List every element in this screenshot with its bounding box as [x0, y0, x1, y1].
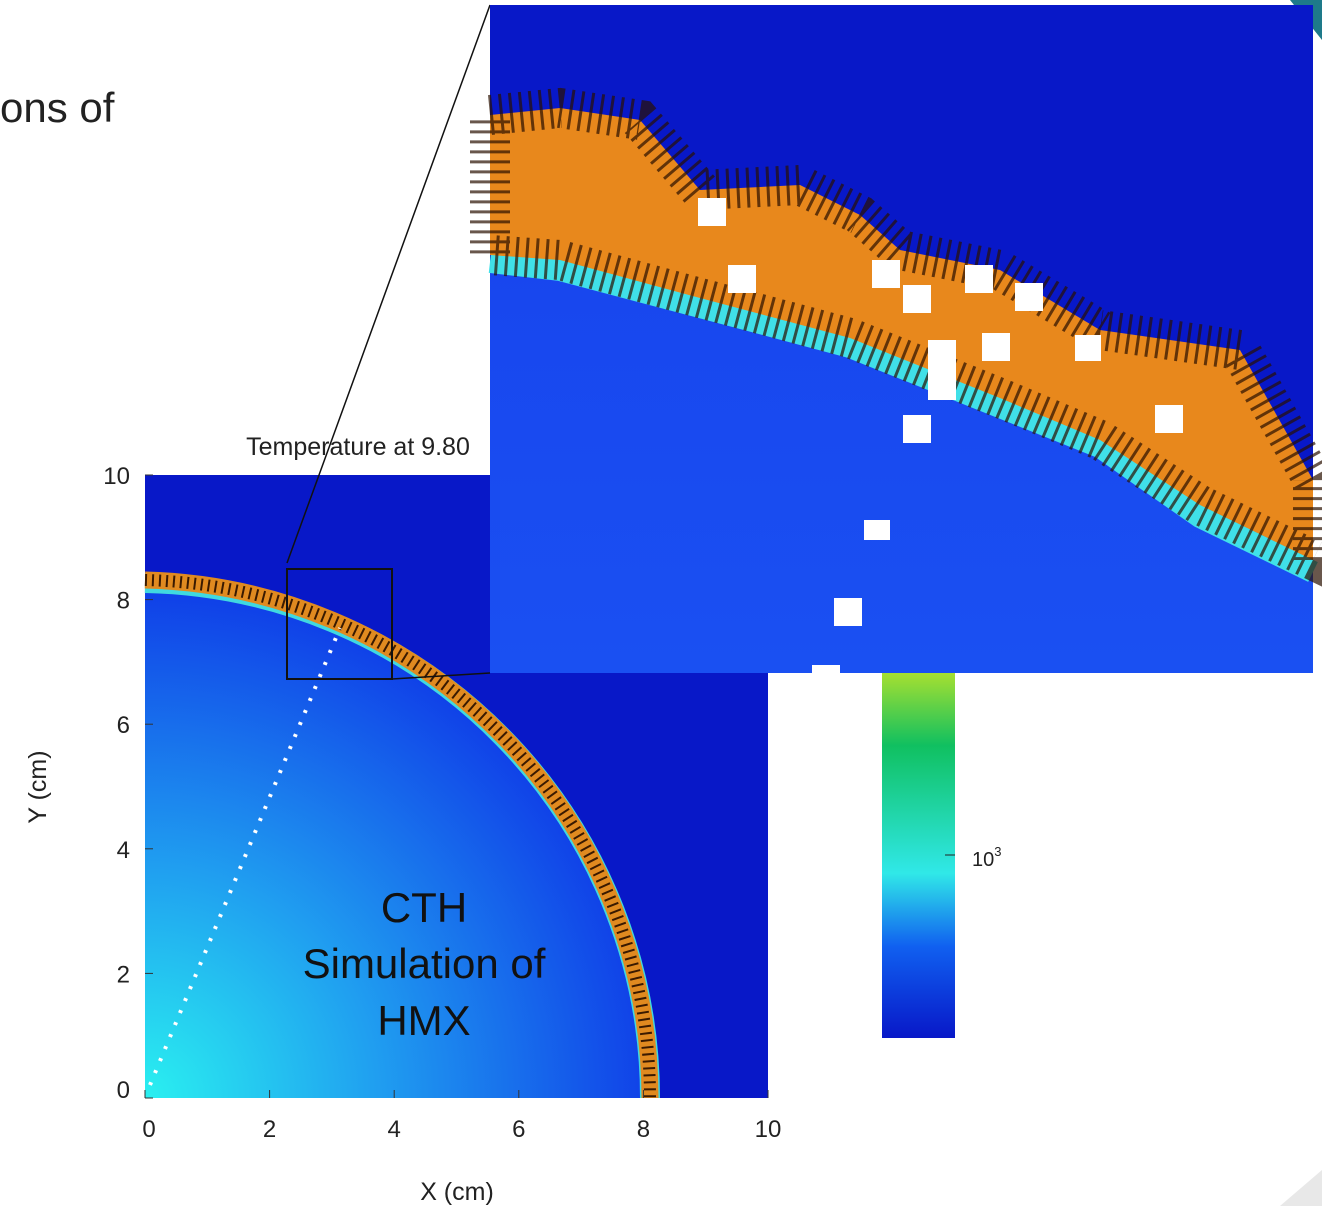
- x-axis-label: X (cm): [420, 1178, 494, 1206]
- page: ons of Temperature at 9.80 0 2 4 6 8 10 0 2 4 6 8 1…: [0, 0, 1322, 1206]
- plot-title: Temperature at 9.80: [246, 433, 470, 461]
- label-exponent: 3: [994, 844, 1001, 859]
- y-tick-label: 6: [117, 712, 130, 739]
- x-tick-label: 4: [388, 1116, 401, 1143]
- slide: ons of Temperature at 9.80 0 2 4 6 8 10 0 2 4 6 8 1…: [0, 0, 1322, 1206]
- x-tick-label: 8: [637, 1116, 650, 1143]
- y-axis-label: Y (cm): [24, 750, 52, 823]
- colorbar-tick-label: 103: [972, 844, 1001, 871]
- slide-text: ons of: [0, 84, 115, 131]
- x-tick-label: 2: [263, 1116, 276, 1143]
- caption-line: Simulation of: [303, 940, 546, 987]
- x-tick-label: 0: [142, 1116, 155, 1143]
- y-tick-label: 10: [103, 463, 130, 490]
- corner-decoration: [1280, 1170, 1322, 1206]
- y-tick-label: 2: [117, 961, 130, 988]
- y-tick-label: 0: [117, 1077, 130, 1104]
- label-base: 10: [972, 849, 994, 871]
- caption-line: CTH: [381, 884, 467, 931]
- x-tick-label: 10: [755, 1116, 782, 1143]
- y-tick-label: 4: [117, 837, 130, 864]
- x-tick-label: 6: [512, 1116, 525, 1143]
- colorbar: [882, 672, 955, 1038]
- y-tick-label: 8: [117, 588, 130, 615]
- caption-line: HMX: [377, 997, 470, 1044]
- zoom-inset: [490, 5, 1313, 673]
